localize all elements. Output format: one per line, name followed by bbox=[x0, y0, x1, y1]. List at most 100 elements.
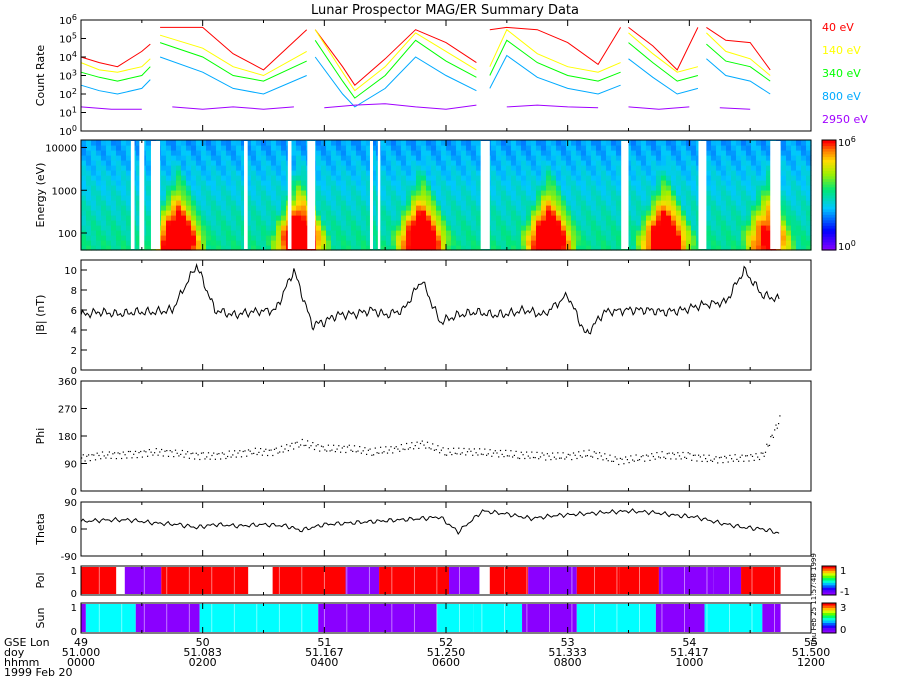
spectrogram-cell bbox=[691, 165, 697, 171]
spectrogram-cell bbox=[136, 245, 142, 251]
phi-point bbox=[508, 455, 510, 457]
spectrogram-cell bbox=[586, 175, 592, 181]
spectrogram-cell bbox=[301, 245, 307, 251]
spectrogram-cell bbox=[731, 145, 737, 151]
spectrogram-cell bbox=[281, 200, 287, 206]
spectrogram-cell bbox=[656, 140, 662, 146]
spectrogram-cell bbox=[741, 195, 747, 201]
spectrogram-cell bbox=[356, 160, 362, 166]
spectrogram-cell bbox=[276, 220, 282, 226]
phi-point bbox=[242, 450, 244, 453]
spectrogram-cell bbox=[246, 235, 252, 241]
spectrogram-cell bbox=[506, 235, 512, 241]
spectrogram-cell bbox=[431, 150, 437, 156]
spectrogram-cell bbox=[451, 190, 457, 196]
spectrogram-cell bbox=[116, 195, 122, 201]
spectrogram-cell bbox=[716, 175, 722, 181]
spectrogram-cell bbox=[466, 200, 472, 206]
spectrogram-cell bbox=[281, 215, 287, 221]
spectrogram-cell bbox=[181, 160, 187, 166]
spectrogram-cell bbox=[726, 230, 732, 236]
spectrogram-cell bbox=[101, 215, 107, 221]
spectrogram-cell bbox=[321, 220, 327, 226]
spectrogram-cell bbox=[801, 180, 807, 186]
pol-colorbar-label: -1 bbox=[840, 587, 850, 598]
spectrogram-cell bbox=[121, 215, 127, 221]
spectrogram-cell bbox=[736, 200, 742, 206]
spectrogram-cell bbox=[261, 180, 267, 186]
spectrogram-cell bbox=[661, 205, 667, 211]
time-axis-tick-label: 55 bbox=[804, 636, 818, 649]
spectrogram-cell bbox=[461, 200, 467, 206]
phi-point bbox=[84, 460, 86, 462]
spectrogram-cell bbox=[606, 175, 612, 181]
spectrogram-cell bbox=[746, 170, 752, 176]
spectrogram-cell bbox=[371, 210, 377, 216]
phi-point bbox=[670, 458, 672, 460]
phi-point bbox=[541, 452, 543, 454]
spectrogram-cell bbox=[381, 215, 387, 221]
spectrogram-cell bbox=[271, 210, 277, 216]
spectrogram-cell bbox=[366, 160, 372, 166]
spectrogram-cell bbox=[201, 170, 207, 176]
spectrogram-cell bbox=[761, 190, 767, 196]
spectrogram-cell bbox=[356, 175, 362, 181]
spectrogram-cell bbox=[166, 165, 172, 171]
spectrogram-cell bbox=[446, 245, 452, 251]
spectrogram-cell bbox=[106, 145, 112, 151]
spectrogram-cell bbox=[781, 170, 787, 176]
energy-colorbar-cell bbox=[822, 206, 836, 210]
energy-colorbar-cell bbox=[822, 208, 836, 213]
phi-point bbox=[346, 446, 349, 448]
spectrogram-cell bbox=[191, 245, 197, 251]
spectrogram-cell bbox=[161, 205, 167, 211]
spectrogram-cell bbox=[531, 210, 537, 216]
spectrogram-cell bbox=[166, 230, 172, 236]
spectrogram-cell bbox=[446, 210, 452, 216]
spectrogram-cell bbox=[711, 180, 717, 186]
spectrogram-cell bbox=[91, 165, 97, 171]
phi-point bbox=[459, 453, 462, 455]
spectrogram-cell bbox=[766, 140, 772, 146]
spectrogram-cell bbox=[91, 185, 97, 191]
spectrogram-cell bbox=[196, 210, 202, 216]
spectrogram-cell bbox=[426, 195, 432, 201]
spectrogram-cell bbox=[406, 235, 412, 241]
phi-point bbox=[545, 459, 547, 461]
spectrogram-cell bbox=[401, 235, 407, 241]
spectrogram-cell bbox=[591, 150, 597, 156]
spectrogram-cell bbox=[651, 200, 657, 206]
spectrogram-cell bbox=[441, 220, 447, 226]
phi-point bbox=[426, 441, 429, 443]
spectrogram-cell bbox=[441, 190, 447, 196]
spectrogram-cell bbox=[691, 225, 697, 231]
spectrogram-cell bbox=[521, 145, 527, 151]
spectrogram-cell bbox=[636, 225, 642, 231]
spectrogram-cell bbox=[571, 195, 577, 201]
phi-point bbox=[586, 455, 588, 457]
spectrogram-cell bbox=[351, 140, 357, 146]
spectrogram-cell bbox=[546, 165, 552, 171]
spectrogram-cell bbox=[396, 145, 402, 151]
spectrogram-cell bbox=[411, 175, 417, 181]
spectrogram-cell bbox=[331, 240, 337, 246]
spectrogram-cell bbox=[631, 215, 637, 221]
phi-point bbox=[489, 449, 491, 451]
spectrogram-cell bbox=[121, 180, 127, 186]
phi-point bbox=[666, 453, 668, 455]
spectrogram-cell bbox=[466, 145, 472, 151]
spectrogram-cell bbox=[491, 200, 497, 206]
spectrogram-cell bbox=[416, 210, 422, 216]
spectrogram-cell bbox=[96, 200, 102, 206]
sun-colorbar-cell bbox=[822, 620, 836, 624]
spectrogram-cell bbox=[91, 240, 97, 246]
spectrogram-cell bbox=[171, 245, 177, 251]
spectrogram-cell bbox=[676, 245, 682, 251]
spectrogram-cell bbox=[191, 165, 197, 171]
spectrogram-cell bbox=[251, 210, 257, 216]
phi-point bbox=[254, 447, 256, 449]
spectrogram-cell bbox=[451, 205, 457, 211]
spectrogram-cell bbox=[146, 145, 152, 151]
phi-point bbox=[454, 452, 456, 454]
spectrogram-cell bbox=[271, 185, 277, 191]
